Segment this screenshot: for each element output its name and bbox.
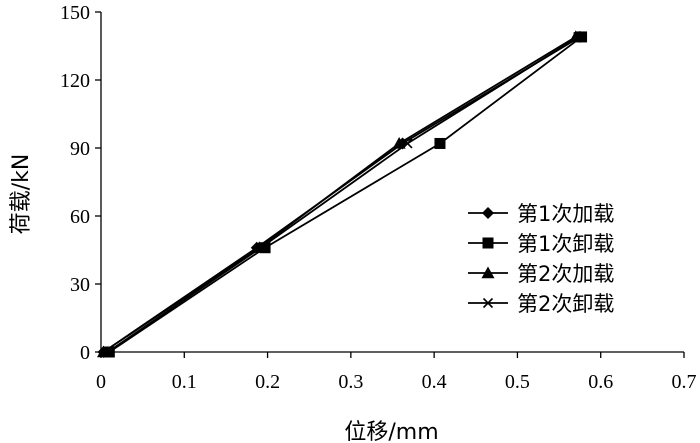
series-line [107, 36, 579, 353]
y-tick-label: 60 [70, 206, 90, 228]
plot-area [100, 12, 684, 353]
data-point [392, 136, 406, 149]
data-point [259, 242, 271, 254]
x-tick-label: 0.2 [255, 371, 280, 393]
data-point [569, 30, 583, 43]
series-4 [102, 31, 584, 358]
legend-item-4: 第2次卸载 [468, 292, 614, 316]
y-tick-label: 90 [70, 138, 90, 160]
legend-item-3: 第2次加载 [468, 262, 614, 286]
data-point [434, 137, 446, 149]
x-axis-title: 位移/mm [344, 420, 438, 443]
data-point [103, 346, 115, 358]
x-tick-label: 0.3 [338, 371, 363, 393]
y-tick-label: 30 [70, 274, 90, 296]
data-point [402, 138, 413, 149]
data-point-stroke [402, 138, 413, 149]
data-point [96, 345, 110, 358]
x-tick-label: 0.7 [672, 371, 697, 393]
x-tick-label: 0.4 [422, 371, 447, 393]
x-tick-label: 0 [96, 371, 106, 393]
y-tick-label: 0 [80, 342, 90, 364]
data-point [481, 266, 495, 279]
legend-label: 第2次卸载 [517, 292, 614, 316]
legend-label: 第2次加载 [517, 262, 614, 286]
series-2 [103, 31, 588, 358]
data-point [573, 31, 584, 42]
x-tick-label: 0.1 [172, 371, 197, 393]
y-tick-label: 120 [60, 70, 90, 92]
data-point [255, 242, 266, 253]
series-line [102, 36, 577, 353]
data-point [482, 207, 494, 219]
data-point-stroke [482, 297, 494, 309]
legend-label: 第1次卸载 [517, 232, 614, 256]
data-point [576, 31, 588, 43]
legend-label: 第1次加载 [517, 202, 614, 226]
data-point [482, 237, 494, 249]
data-point [482, 297, 494, 309]
x-tick-label: 0.6 [588, 371, 613, 393]
axis-ticks: 0 30 60 90 120 150 0 0.1 0.2 0.3 0.4 0.5 0.6 0.7 [60, 2, 697, 393]
y-axis-title: 荷载/kN [9, 154, 34, 235]
y-tick-label: 150 [60, 2, 90, 24]
data-point-stroke [255, 242, 266, 253]
series-layer [96, 30, 588, 358]
legend-item-2: 第1次卸载 [468, 232, 614, 256]
x-tick-label: 0.5 [505, 371, 530, 393]
data-point-stroke [573, 31, 584, 42]
data-point [102, 346, 113, 358]
data-point-stroke [102, 346, 113, 358]
legend-item-1: 第1次加载 [468, 202, 614, 226]
series-line [108, 36, 583, 353]
